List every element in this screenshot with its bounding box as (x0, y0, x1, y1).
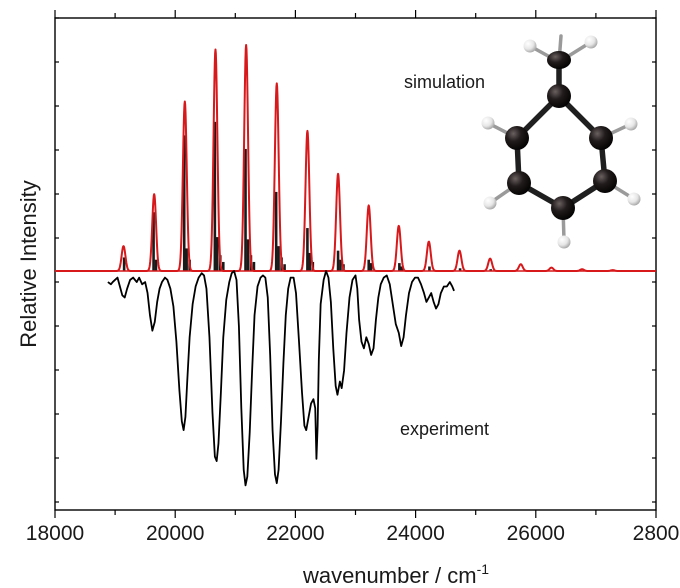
hydrogen-atom (483, 196, 497, 210)
carbon-atom (593, 169, 617, 193)
hydrogen-atom (557, 235, 571, 249)
annotation-experiment: experiment (400, 419, 489, 439)
stick-bar (221, 261, 225, 271)
stick-bar (213, 121, 217, 271)
hydrogen-atom (584, 35, 598, 49)
stick-bar (428, 266, 431, 271)
hydrogen-atoms (481, 35, 641, 249)
x-tick-label: 24000 (386, 522, 444, 545)
stick-bar (185, 248, 188, 271)
stick-bar (458, 268, 462, 271)
hydrogen-atom (523, 39, 537, 53)
x-tick-labels: 18000 20000 22000 24000 26000 2800 (26, 522, 680, 545)
carbon-atom (547, 84, 571, 108)
y-axis-label: Relative Intensity (16, 180, 41, 348)
x-tick-label: 20000 (146, 522, 204, 545)
stick-bar (283, 264, 286, 271)
stick-bar (182, 135, 186, 271)
x-tick-label: 26000 (507, 522, 565, 545)
stick-bar (306, 228, 309, 271)
stick-bar (244, 148, 247, 271)
stick-bar (400, 266, 404, 271)
x-axis-label: wavenumber / cm-1 (302, 561, 489, 588)
hydrogen-atom (624, 117, 638, 131)
stick-bar (152, 212, 155, 271)
carbon-atom (589, 126, 613, 150)
stick-spectrum (122, 121, 493, 271)
carbon-atom-methyl (547, 51, 571, 69)
toluene-molecule-icon (481, 34, 641, 249)
stick-bar (246, 239, 250, 271)
stick-bar (398, 263, 401, 271)
carbon-atom (507, 171, 531, 195)
simulation-series-line (55, 44, 656, 272)
x-tick-label: 2800 (633, 522, 680, 545)
axis-ticks (54, 10, 657, 518)
x-tick-label: 18000 (26, 522, 84, 545)
stick-bar (336, 250, 340, 271)
x-axis-label-superscript: -1 (477, 561, 490, 577)
stick-bar (252, 261, 256, 271)
hydrogen-atom (627, 192, 641, 206)
stick-bar (367, 259, 371, 271)
carbon-atom (551, 196, 575, 220)
stick-bar (339, 259, 342, 271)
annotation-simulation: simulation (404, 72, 485, 92)
experiment-series-line (107, 270, 455, 487)
carbon-atoms (505, 51, 617, 220)
x-tick-label: 22000 (266, 522, 324, 545)
x-axis-label-text: wavenumber / cm (302, 563, 477, 588)
stick-bar (277, 246, 280, 271)
stick-bar (489, 269, 493, 271)
stick-bar (122, 257, 126, 271)
stick-bar (369, 263, 373, 271)
hydrogen-atom (481, 116, 495, 130)
stick-bar (154, 259, 158, 271)
carbon-atom (505, 126, 529, 150)
stick-bar (308, 252, 312, 271)
stick-bar (215, 237, 219, 271)
stick-bar (274, 191, 278, 271)
